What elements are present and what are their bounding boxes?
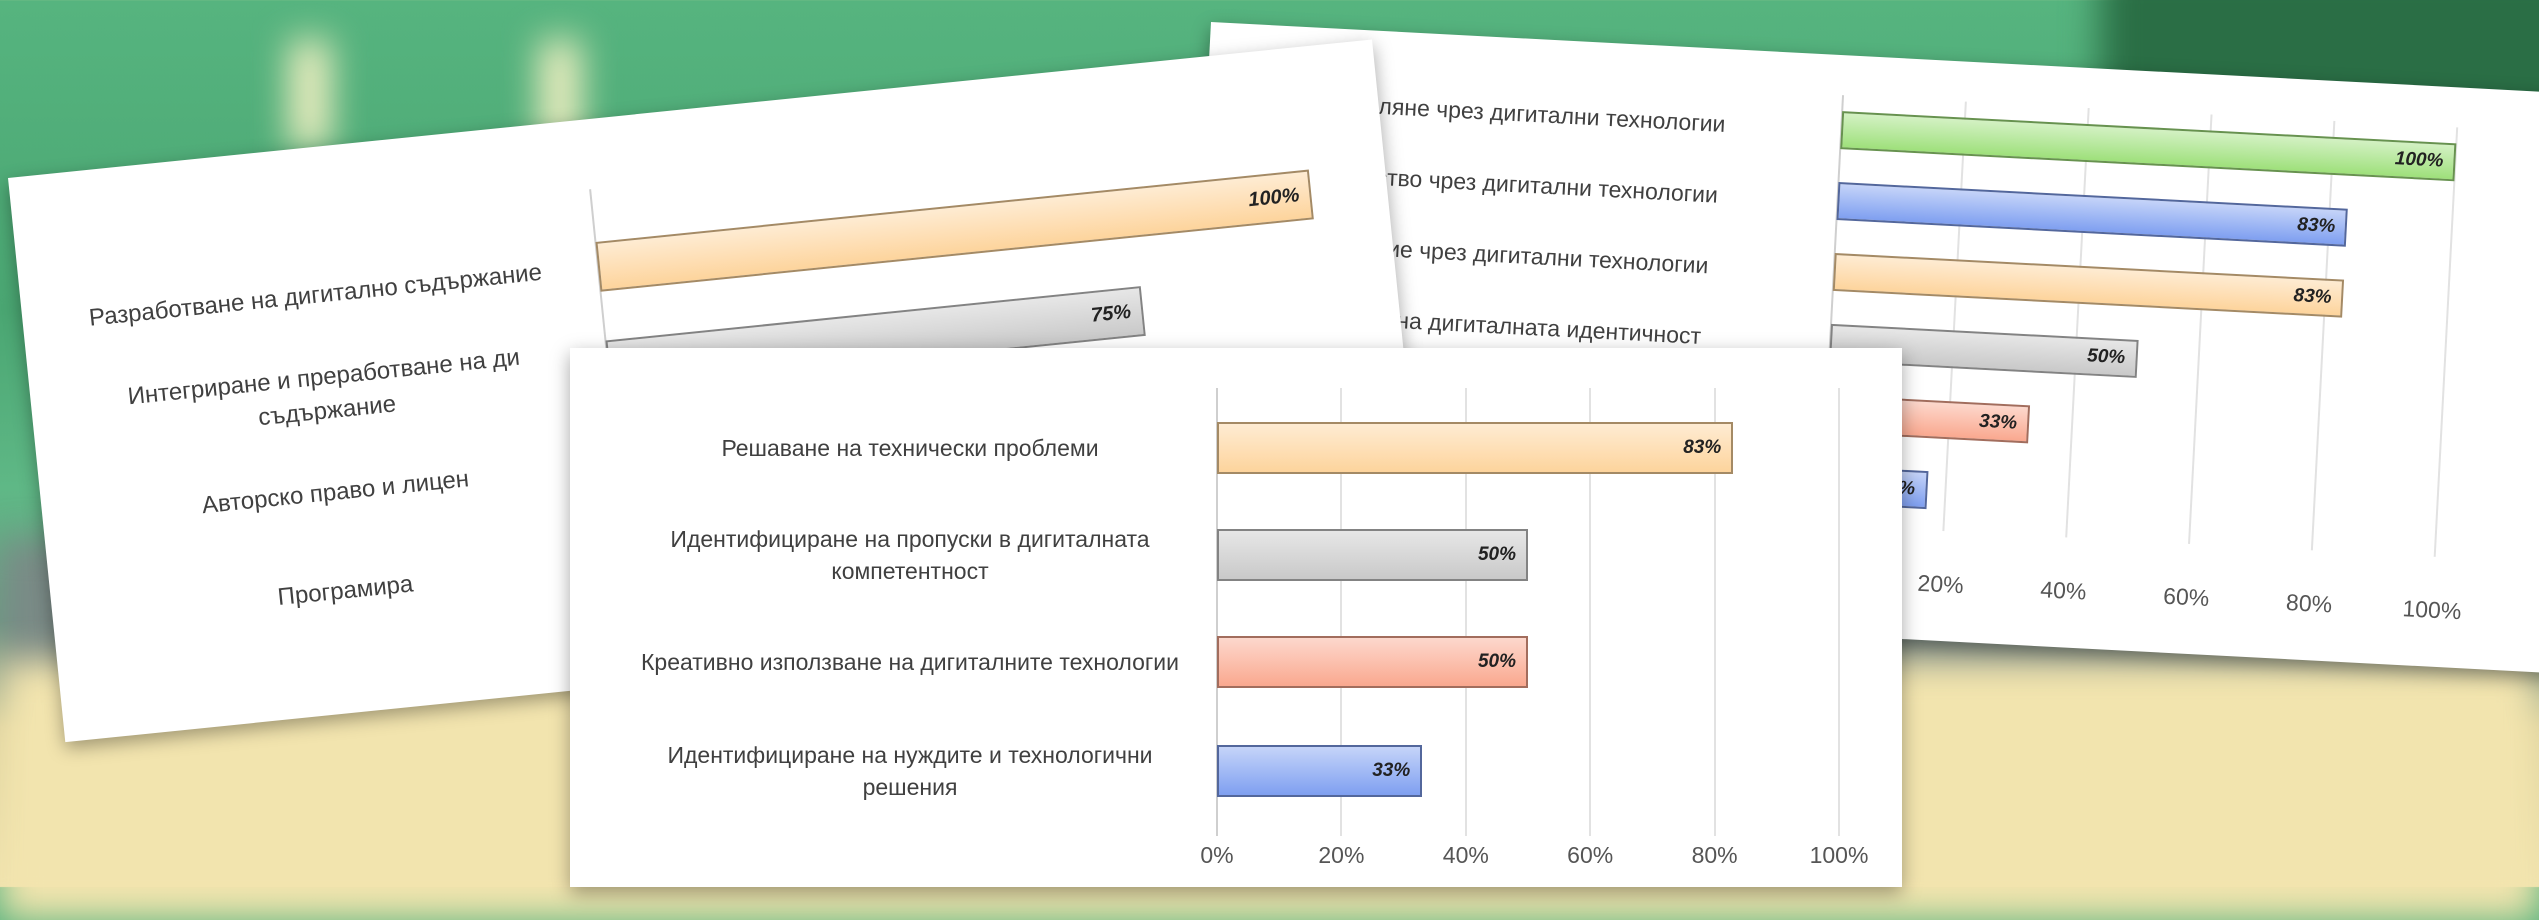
x-tick-label: 40% (2040, 576, 2087, 605)
value-label: 50% (1478, 544, 1516, 566)
x-tick-label: 80% (1692, 842, 1738, 869)
y-tick-label: Програмира (85, 548, 606, 634)
grid-line (2188, 114, 2213, 544)
bar (1217, 422, 1733, 474)
y-tick-label: Решаване на технически проблеми (630, 432, 1190, 464)
bar (1840, 111, 2456, 181)
bar (1836, 182, 2348, 247)
x-tick-label: 100% (1810, 842, 1869, 869)
grid-line (2065, 108, 2090, 538)
value-label: 83% (2293, 285, 2332, 309)
value-label: 50% (1478, 651, 1516, 673)
x-tick-label: 60% (1567, 842, 1613, 869)
page: {"chart_data": [ {"type": "bar", "orient… (0, 0, 2539, 887)
grid-line (2434, 127, 2459, 557)
x-tick-label: 80% (2285, 589, 2332, 618)
value-label: 50% (2087, 345, 2126, 369)
value-label: 75% (1090, 301, 1132, 328)
background-shape (290, 40, 330, 150)
y-tick-label: Разработване на дигитално съдържание (55, 253, 576, 339)
x-tick-label: 40% (1443, 842, 1489, 869)
x-tick-label: 0% (1200, 842, 1233, 869)
value-label: 33% (1372, 760, 1410, 782)
grid-line (1838, 388, 1840, 836)
y-tick-label: Авторско право и лицен (75, 450, 596, 536)
chart-card: 0% 20% 40% 60% 80% 100% Решаване на технически… (570, 348, 1902, 887)
value-label: 83% (1683, 437, 1721, 459)
y-tick-label: Идентифициране на пропуски в дигиталната… (630, 523, 1190, 587)
x-tick-label: 20% (1318, 842, 1364, 869)
value-label: 100% (2394, 148, 2444, 173)
y-tick-label: Интегриране и преработване на ди съдържа… (63, 334, 587, 453)
x-tick-label: 60% (2163, 583, 2210, 612)
value-label: 83% (2297, 214, 2336, 238)
value-label: 33% (1978, 411, 2017, 435)
bar (595, 170, 1313, 292)
bar (1833, 253, 2345, 318)
x-tick-label: 20% (1917, 570, 1964, 599)
x-tick-label: 100% (2402, 595, 2462, 625)
grid-line (1942, 102, 1967, 532)
y-tick-label: Идентифициране на нуждите и технологични… (630, 739, 1190, 803)
grid-line (2311, 121, 2336, 551)
y-tick-label: Креативно използване на дигиталните техн… (630, 646, 1190, 678)
